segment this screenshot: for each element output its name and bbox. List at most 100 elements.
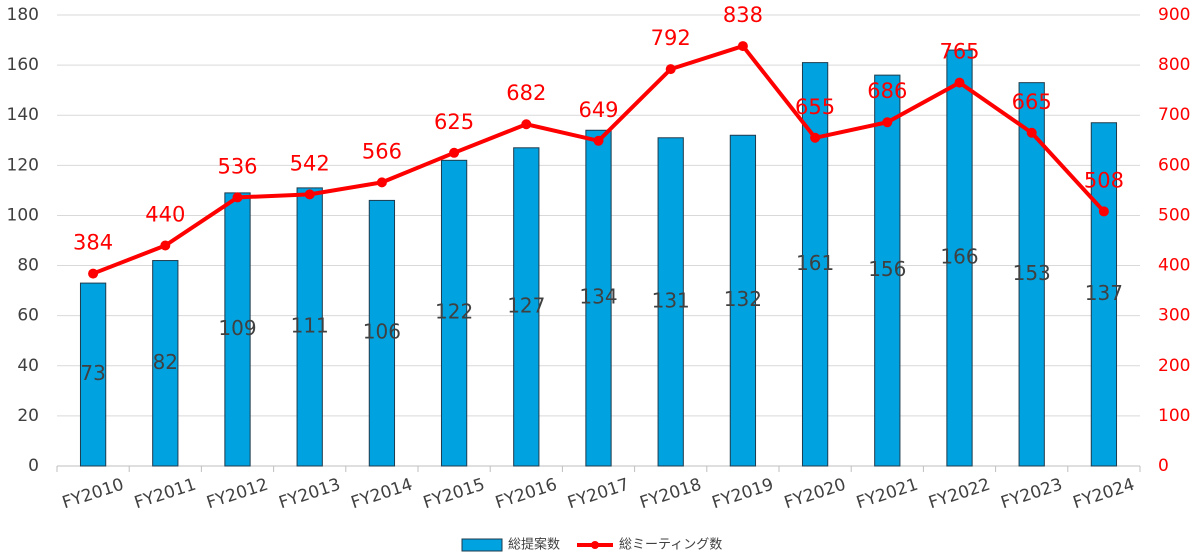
line-value-label: 542 xyxy=(290,151,330,175)
y-tick-label: 120 xyxy=(7,155,39,175)
line-value-label: 665 xyxy=(1012,90,1052,114)
bar xyxy=(946,49,973,467)
bar xyxy=(79,282,107,467)
bar-value-label: 134 xyxy=(579,285,617,309)
line-marker xyxy=(232,192,243,203)
line-marker xyxy=(954,77,965,88)
y-tick-label: 60 xyxy=(17,306,39,326)
line-marker xyxy=(665,64,676,75)
bar xyxy=(801,62,829,467)
x-tick-label: FY2015 xyxy=(421,475,488,514)
bar-value-label: 106 xyxy=(363,320,401,344)
bar-value-label: 73 xyxy=(80,361,105,385)
line-marker xyxy=(376,177,387,188)
x-tick-label: FY2024 xyxy=(1071,475,1138,514)
line-value-label: 536 xyxy=(217,154,257,178)
line-marker xyxy=(810,132,821,143)
y2-tick-label: 400 xyxy=(1158,256,1190,276)
bar-value-label: 156 xyxy=(868,257,906,281)
bar-value-label: 111 xyxy=(291,313,329,337)
x-tick-label: FY2010 xyxy=(60,475,127,514)
y2-tick-label: 600 xyxy=(1158,155,1190,175)
bar xyxy=(296,187,323,467)
x-tick-label: FY2013 xyxy=(276,475,343,514)
line-marker xyxy=(737,41,748,52)
line-marker xyxy=(88,268,99,279)
line-value-label: 838 xyxy=(723,3,763,27)
line-value-label: 682 xyxy=(506,81,546,105)
bar xyxy=(1018,82,1045,467)
y2-tick-label: 900 xyxy=(1158,5,1190,25)
bar-value-label: 153 xyxy=(1013,261,1051,285)
line-marker xyxy=(304,189,315,200)
x-tick-label: FY2023 xyxy=(998,475,1065,514)
line-marker xyxy=(882,117,893,128)
bar xyxy=(1090,122,1118,467)
y2-tick-label: 700 xyxy=(1158,105,1190,125)
bar xyxy=(368,199,396,467)
y2-tick-label: 800 xyxy=(1158,55,1190,75)
line-value-label: 625 xyxy=(434,110,474,134)
y-tick-label: 20 xyxy=(17,406,39,426)
y2-tick-label: 200 xyxy=(1158,356,1190,376)
y-tick-label: 100 xyxy=(7,205,39,225)
y2-tick-label: 300 xyxy=(1158,306,1190,326)
legend-swatch xyxy=(591,541,599,549)
bar xyxy=(224,192,251,467)
bar-value-label: 122 xyxy=(435,300,473,324)
x-tick-label: FY2011 xyxy=(132,475,199,514)
bar-value-label: 137 xyxy=(1085,281,1123,305)
legend-label: 総提案数 xyxy=(508,537,560,553)
x-tick-label: FY2017 xyxy=(565,475,632,514)
line-marker xyxy=(521,119,532,130)
bar-value-label: 127 xyxy=(507,293,545,317)
bar xyxy=(657,137,684,467)
x-tick-label: FY2018 xyxy=(637,475,704,514)
bar xyxy=(440,159,468,467)
line-value-label: 792 xyxy=(651,26,691,50)
line-value-label: 686 xyxy=(867,79,907,103)
bar xyxy=(874,74,901,467)
y-tick-label: 40 xyxy=(17,356,39,376)
y2-tick-label: 100 xyxy=(1158,406,1190,426)
x-tick-label: FY2016 xyxy=(493,475,560,514)
line-marker xyxy=(1098,206,1109,217)
line-marker xyxy=(160,240,171,251)
bar-value-label: 132 xyxy=(724,287,762,311)
y-tick-label: 160 xyxy=(7,55,39,75)
legend-label: 総ミーティング数 xyxy=(619,538,722,553)
y2-tick-label: 0 xyxy=(1158,456,1169,476)
bar xyxy=(729,134,757,467)
line-marker xyxy=(1026,127,1037,138)
bar-value-label: 109 xyxy=(218,316,256,340)
y-tick-label: 180 xyxy=(7,5,39,25)
line-value-label: 566 xyxy=(362,139,402,163)
line-value-label: 649 xyxy=(578,98,618,122)
bar-value-label: 82 xyxy=(153,350,178,374)
y-tick-label: 80 xyxy=(17,256,39,276)
x-tick-label: FY2020 xyxy=(782,475,849,514)
bar-value-label: 161 xyxy=(796,251,834,275)
y-tick-label: 0 xyxy=(28,456,39,476)
x-tick-label: FY2014 xyxy=(349,475,416,514)
line-marker xyxy=(593,135,604,146)
legend-swatch xyxy=(461,538,503,552)
bar-value-label: 166 xyxy=(940,245,978,269)
bar xyxy=(585,129,612,467)
line-value-label: 765 xyxy=(939,40,979,64)
line-value-label: 508 xyxy=(1084,168,1124,192)
x-tick-label: FY2022 xyxy=(926,475,993,514)
line-value-label: 440 xyxy=(145,203,185,227)
x-tick-label: FY2021 xyxy=(854,475,921,514)
bar xyxy=(152,260,179,467)
line-marker xyxy=(449,147,460,158)
x-tick-label: FY2019 xyxy=(710,475,777,514)
bar-value-label: 131 xyxy=(652,288,690,312)
line-value-label: 655 xyxy=(795,95,835,119)
y-tick-label: 140 xyxy=(7,105,39,125)
bar xyxy=(513,147,540,467)
line-value-label: 384 xyxy=(73,231,113,255)
x-tick-label: FY2012 xyxy=(204,475,271,514)
y2-tick-label: 500 xyxy=(1158,205,1190,225)
